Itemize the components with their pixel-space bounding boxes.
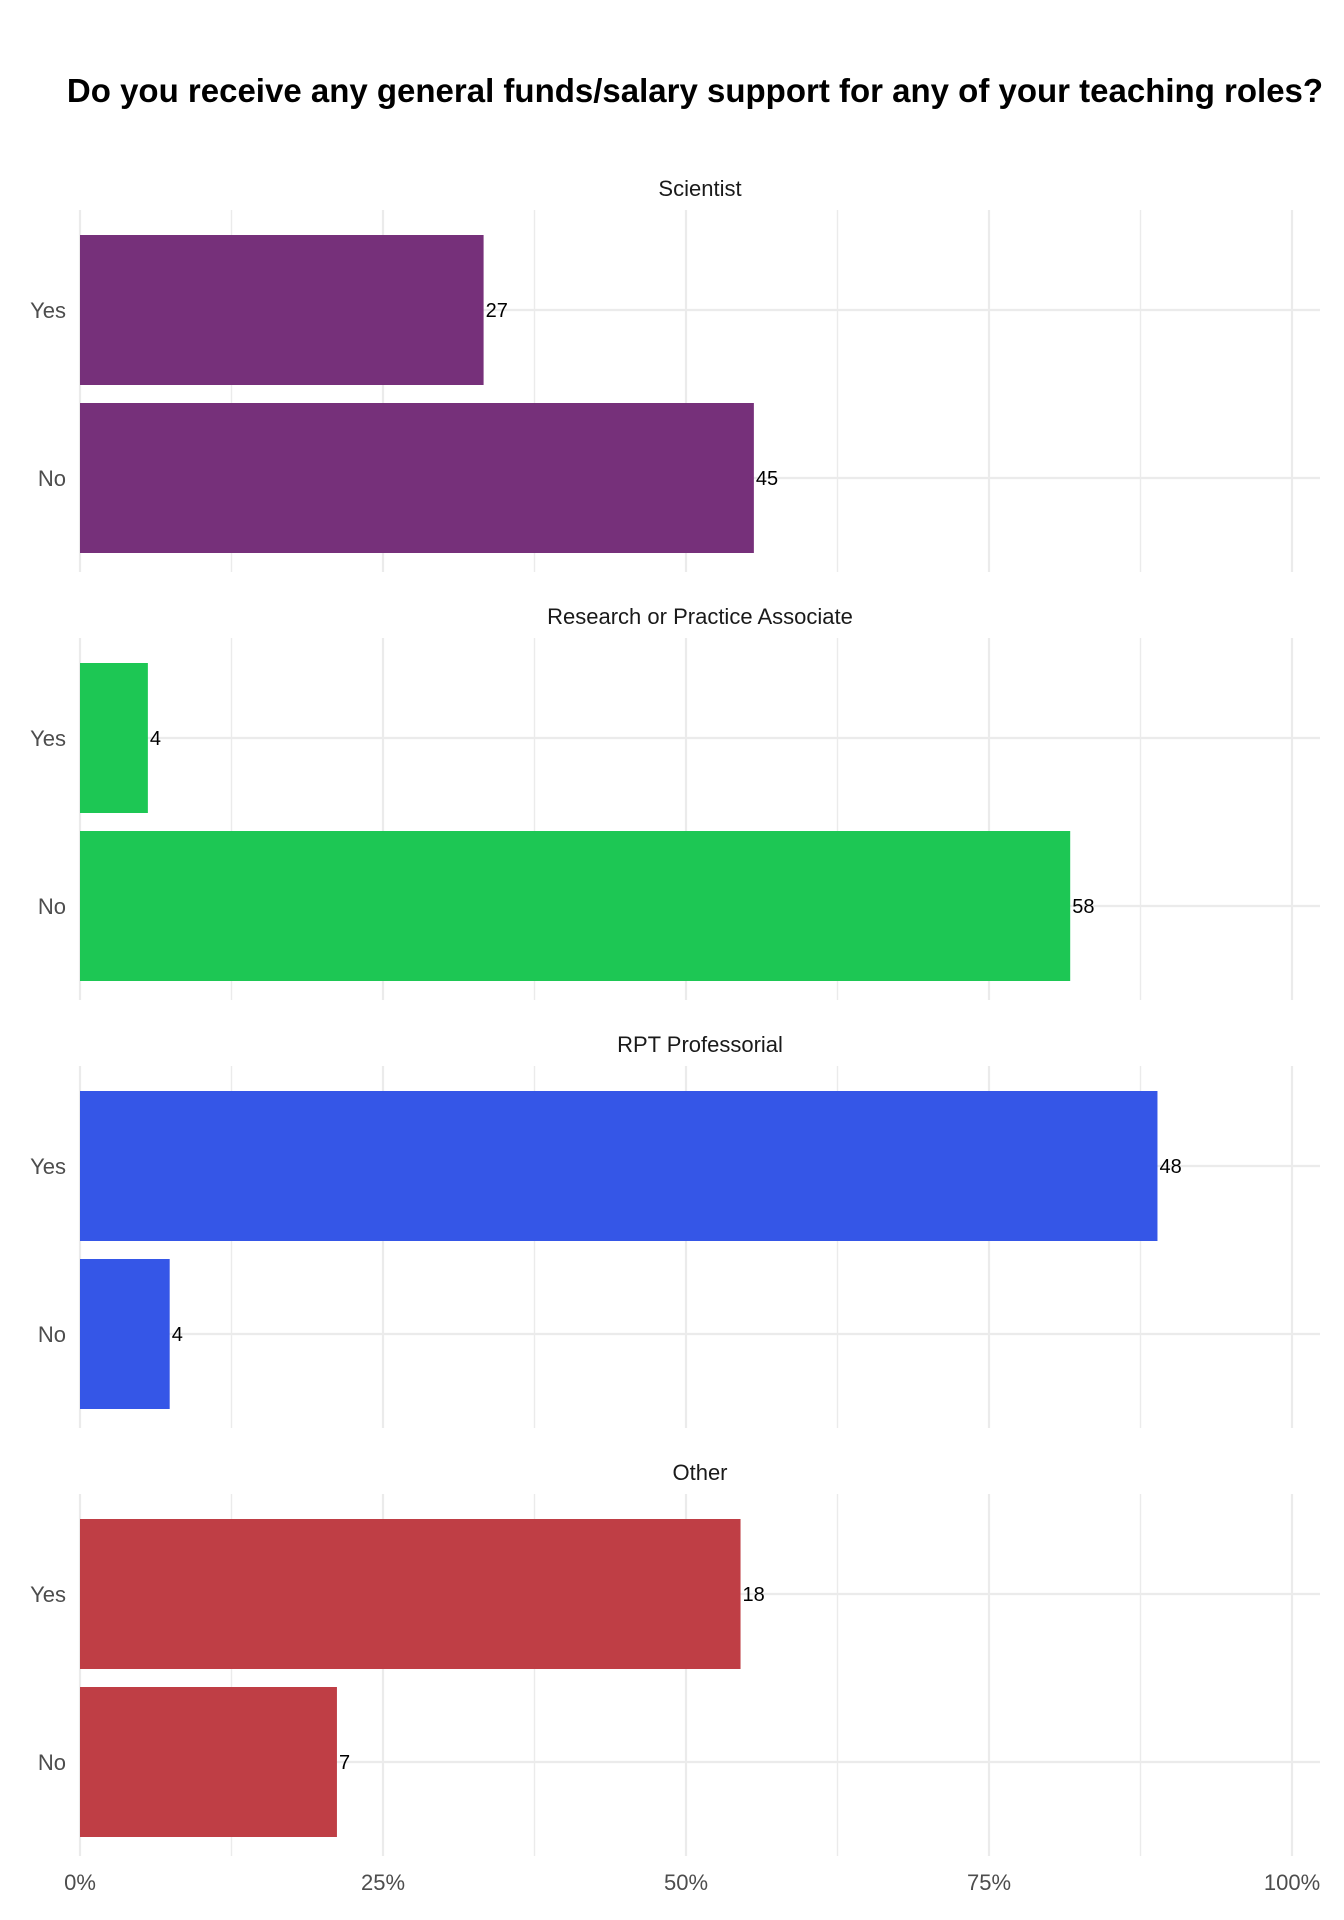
category-label: Yes (30, 1154, 66, 1179)
bar-yes (80, 235, 484, 385)
x-tick-label: 0% (64, 1870, 96, 1895)
x-tick-label: 75% (967, 1870, 1011, 1895)
data-label: 48 (1159, 1156, 1181, 1178)
category-label: No (38, 1322, 66, 1347)
data-label: 58 (1072, 896, 1094, 918)
bar-no (80, 831, 1071, 981)
data-label: 4 (150, 728, 161, 750)
facet-label: Scientist (658, 176, 741, 201)
category-label: Yes (30, 298, 66, 323)
facet-label: Research or Practice Associate (547, 604, 853, 629)
data-label: 7 (339, 1752, 350, 1774)
category-label: No (38, 894, 66, 919)
x-tick-label: 100% (1264, 1870, 1320, 1895)
x-tick-label: 25% (361, 1870, 405, 1895)
data-label: 4 (172, 1324, 183, 1346)
category-label: Yes (30, 1582, 66, 1607)
bar-yes (80, 1519, 741, 1669)
category-label: No (38, 1750, 66, 1775)
facet-label: Other (672, 1460, 727, 1485)
bar-yes (80, 1091, 1158, 1241)
facet-label: RPT Professorial (617, 1032, 783, 1057)
bar-no (80, 1259, 170, 1409)
bar-no (80, 403, 754, 553)
x-tick-label: 50% (664, 1870, 708, 1895)
chart-title: Do you receive any general funds/salary … (66, 72, 1324, 109)
data-label: 27 (486, 300, 508, 322)
data-label: 45 (756, 468, 778, 490)
bar-no (80, 1687, 337, 1837)
data-label: 18 (743, 1584, 765, 1606)
bar-yes (80, 663, 148, 813)
category-label: Yes (30, 726, 66, 751)
category-label: No (38, 466, 66, 491)
